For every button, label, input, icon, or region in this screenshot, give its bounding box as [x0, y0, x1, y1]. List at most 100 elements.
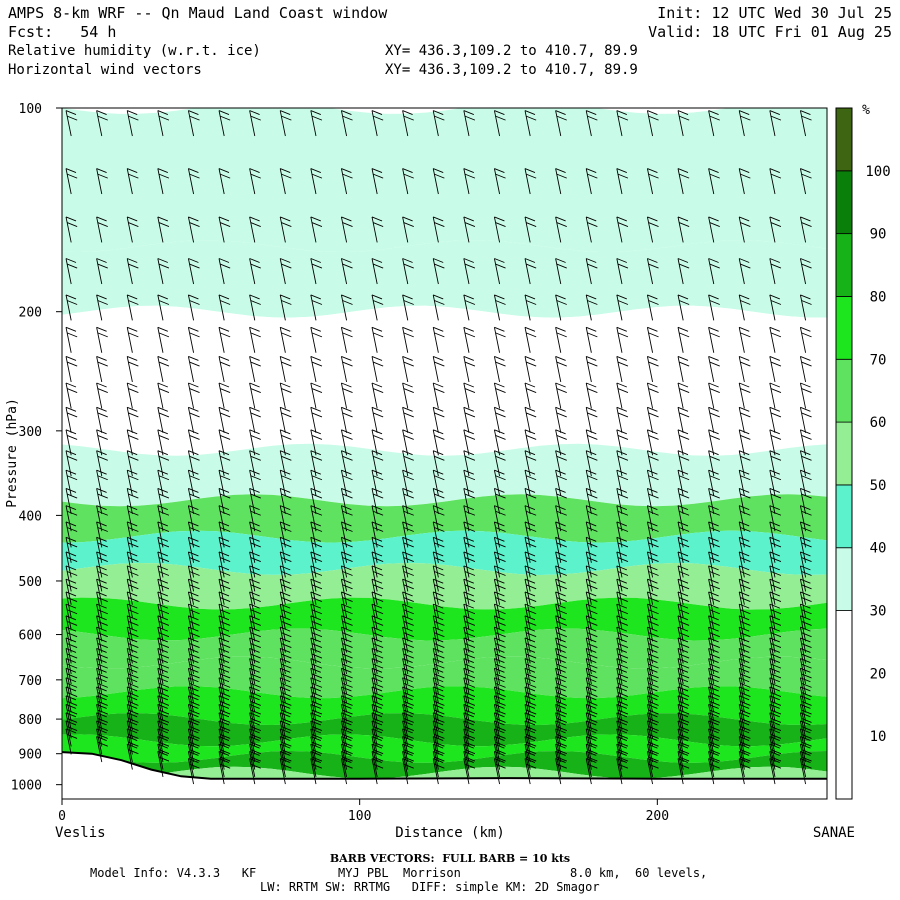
barb-flag	[556, 756, 567, 762]
barb-flag	[342, 434, 353, 440]
wind-barb	[463, 704, 476, 730]
barb-flag	[434, 673, 445, 679]
barb-staff	[463, 720, 470, 747]
barb-staff	[555, 736, 562, 763]
barb-flag	[616, 712, 627, 718]
barb-flag	[524, 712, 536, 718]
barb-staff	[340, 505, 348, 532]
barb-flag	[250, 717, 261, 723]
wind-barb	[402, 704, 414, 730]
barb-flag	[647, 168, 658, 173]
barb-flag	[97, 663, 108, 669]
barb-flag	[677, 667, 689, 673]
barb-flag	[66, 700, 78, 706]
barb-flag	[433, 216, 444, 222]
barb-flag	[647, 591, 658, 597]
barb-flag	[310, 578, 321, 584]
wind-barb	[371, 488, 384, 515]
barb-staff	[187, 505, 195, 532]
barb-flag	[433, 758, 444, 764]
barb-flag	[249, 488, 260, 493]
barb-flag	[310, 648, 321, 653]
barb-flag	[555, 429, 566, 435]
barb-flag	[280, 758, 291, 764]
barb-flag	[587, 700, 598, 706]
barb-flag	[128, 692, 139, 697]
barb-flag	[525, 653, 537, 659]
wind-barb	[340, 406, 353, 433]
wind-barb	[463, 258, 476, 285]
barb-flag	[281, 717, 292, 723]
barb-flag	[158, 263, 170, 269]
barb-flag	[341, 695, 352, 701]
wind-barb	[524, 677, 537, 704]
barb-flag	[188, 429, 199, 435]
barb-flag	[97, 388, 108, 394]
barb-staff	[187, 356, 195, 383]
barb-flag	[616, 382, 627, 388]
wind-barb	[371, 695, 384, 722]
wind-barb	[432, 406, 445, 433]
wind-barb	[402, 216, 414, 243]
barb-staff	[310, 356, 317, 383]
barb-flag	[495, 692, 506, 697]
barb-flag	[341, 578, 352, 584]
wind-barb	[646, 591, 659, 618]
barb-staff	[616, 168, 623, 195]
barb-flag	[97, 475, 108, 481]
wind-barb	[65, 326, 78, 353]
barb-staff	[524, 579, 531, 605]
barb-flag	[219, 632, 231, 638]
barb-staff	[96, 521, 103, 548]
barb-flag	[434, 332, 445, 338]
wind-barb	[646, 258, 659, 285]
barb-staff	[677, 110, 684, 137]
barb-flag	[524, 728, 536, 734]
barb-staff	[187, 258, 195, 285]
barb-staff	[187, 429, 195, 456]
barb-flag	[616, 637, 627, 643]
barb-flag	[648, 222, 659, 227]
barb-staff	[646, 327, 654, 353]
barb-flag	[524, 551, 536, 557]
wind-barb	[616, 712, 629, 739]
barb-flag	[616, 658, 627, 663]
wind-barb	[555, 429, 567, 456]
barb-staff	[249, 488, 256, 515]
barb-flag	[647, 406, 658, 412]
wind-barb	[463, 758, 476, 785]
barb-staff	[187, 736, 195, 763]
barb-flag	[463, 521, 474, 527]
barb-flag	[555, 216, 566, 222]
barb-flag	[280, 637, 291, 643]
barb-staff	[463, 356, 470, 383]
barb-flag	[157, 565, 168, 571]
barb-flag	[648, 300, 659, 305]
barb-flag	[96, 521, 107, 527]
barb-flag	[616, 648, 627, 653]
barb-flag	[127, 728, 138, 734]
barb-flag	[250, 571, 261, 576]
rh-band	[62, 240, 827, 318]
barb-flag	[311, 412, 323, 418]
barb-flag	[218, 551, 230, 557]
barb-flag	[616, 626, 627, 632]
barb-flag	[524, 677, 536, 683]
rh-band	[62, 628, 827, 669]
wind-barb	[157, 667, 170, 694]
barb-flag	[648, 584, 659, 590]
barb-flag	[647, 615, 658, 621]
barb-flag	[97, 361, 108, 367]
wind-barb	[279, 565, 292, 592]
barb-flag	[495, 734, 506, 739]
barb-staff	[402, 591, 409, 618]
barb-flag	[678, 493, 690, 499]
barb-flag	[96, 712, 107, 718]
barb-flag	[678, 510, 690, 516]
barb-staff	[310, 579, 317, 605]
wind-barb	[218, 712, 231, 739]
barb-flag	[616, 110, 627, 115]
wind-barb	[249, 637, 261, 664]
barb-flag	[219, 557, 231, 562]
colorbar-tick-label: 90	[870, 227, 887, 243]
